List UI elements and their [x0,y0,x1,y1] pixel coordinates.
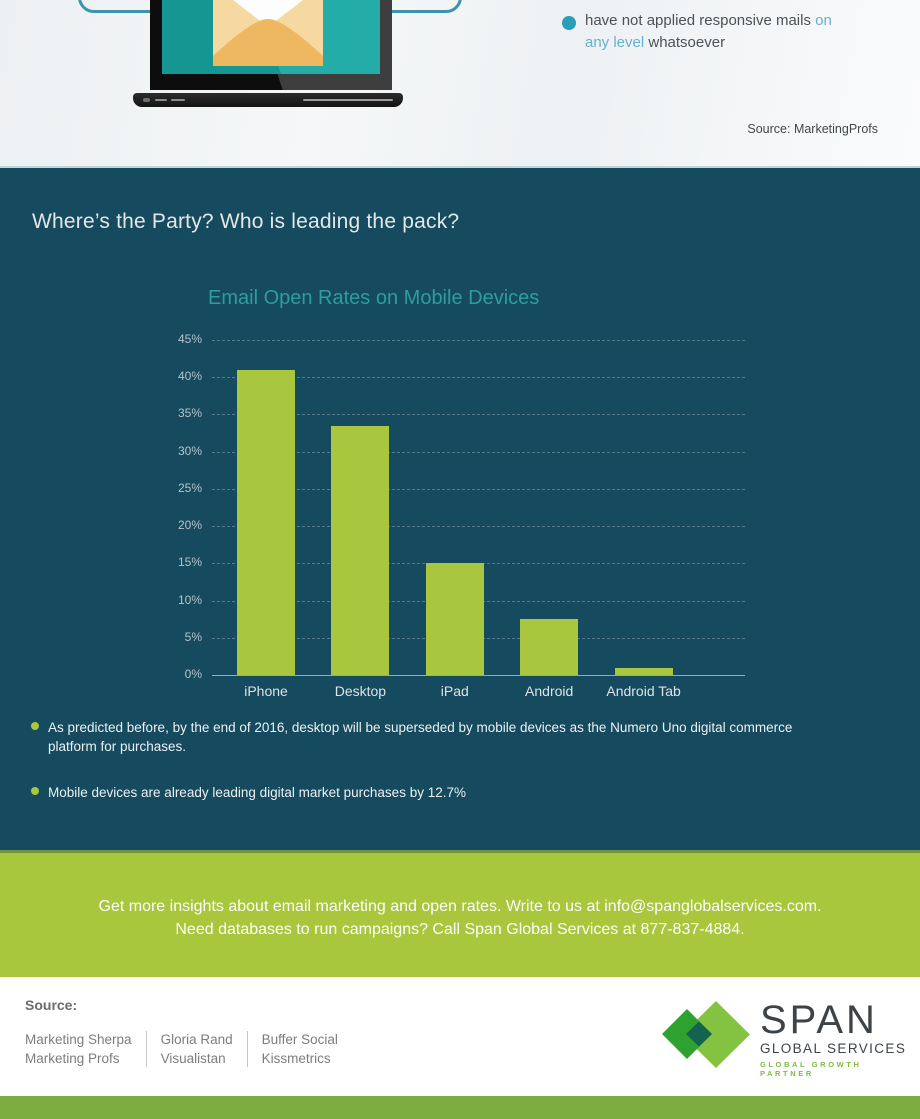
y-tick-label: 35% [177,406,202,421]
responsive-mails-note: have not applied responsive mails on any… [585,10,867,54]
banner-line-2: Need databases to run campaigns? Call Sp… [175,921,745,938]
x-axis-label: Desktop [334,683,387,699]
source-item: Marketing Profs [25,1051,120,1066]
chart-plot: 45% 40% 35% 30% 25% 20% 15% 10% 5% 0% iPhone Deskto… [178,332,745,699]
gridline [212,414,745,416]
gridline [212,340,745,341]
logo-subtitle: GLOBAL SERVICES [759,1041,907,1056]
bar-ipad [425,563,484,675]
note-highlight: any level [585,34,645,51]
insight-bullets: As predicted before, by the end of 2016,… [31,718,801,829]
chart-section: Where’s the Party? Who is leading the pa… [0,166,920,850]
divider [246,1031,248,1067]
y-tick-label: 20% [177,518,202,533]
chart-title: Email Open Rates on Mobile Devices [208,287,540,309]
banner-line-1: Get more insights about email marketing … [98,898,822,915]
y-tick-label: 5% [184,629,202,644]
logo-diamonds-icon [661,1001,750,1068]
y-tick-label: 40% [177,369,202,384]
source-column: Marketing Sherpa Marketing Profs [25,1030,132,1068]
sources-list: Marketing Sherpa Marketing Profs Gloria … [25,1030,338,1068]
source-item: Buffer Social [261,1032,338,1047]
laptop-base-vent [155,99,167,101]
logo-tagline: GLOBAL GROWTH PARTNER [759,1060,862,1078]
laptop-base-vent [171,99,185,101]
source-item: Marketing Sherpa [25,1032,132,1047]
bottom-bar [0,1096,920,1119]
source-column: Gloria Rand Visualistan [161,1030,233,1068]
laptop-base-groove [303,99,393,101]
y-tick-label: 45% [177,332,202,346]
x-axis-label: iPad [440,683,469,699]
y-tick-label: 0% [184,667,202,681]
bar-android [520,619,579,675]
list-item: As predicted before, by the end of 2016,… [31,718,801,756]
top-section: have not applied responsive mails on any… [0,0,920,166]
bullet-dot-icon [31,787,39,795]
source-item: Gloria Rand [160,1032,233,1047]
y-tick-label: 15% [177,555,202,570]
x-axis-baseline [212,675,745,676]
source-item: Kissmetrics [261,1051,331,1066]
sources-heading: Source: [25,997,78,1013]
bullet-text: As predicted before, by the end of 2016,… [48,720,793,754]
divider [145,1031,147,1067]
gridline [212,451,745,453]
note-bullet-icon [562,16,576,30]
gridline [212,488,745,490]
source-column: Buffer Social Kissmetrics [262,1030,338,1068]
logo-name: SPAN [759,998,878,1042]
note-text: have not applied responsive mails [585,12,811,29]
email-envelope-icon [213,0,323,66]
logo-text: SPAN GLOBAL SERVICES GLOBAL GROWTH PARTN… [759,998,920,1078]
bullet-text: Mobile devices are already leading digit… [48,785,466,800]
laptop-base [133,93,403,107]
footer: Source: Marketing Sherpa Marketing Profs… [0,977,920,1096]
y-tick-label: 30% [177,443,202,458]
bar-desktop [331,425,390,675]
span-global-services-logo: SPAN GLOBAL SERVICES GLOBAL GROWTH PARTN… [660,998,920,1078]
gridline [212,526,745,528]
source-item: Visualistan [160,1051,226,1066]
x-axis-label: Android [525,683,574,699]
laptop-base-button [143,98,150,102]
section-heading: Where’s the Party? Who is leading the pa… [32,210,460,233]
note-highlight: on [815,12,832,29]
list-item: Mobile devices are already leading digit… [31,783,801,802]
contact-banner: Get more insights about email marketing … [0,850,920,977]
x-axis-label: iPhone [244,683,288,699]
bar-android-tab [614,667,673,675]
y-tick-label: 10% [177,592,202,607]
x-axis-label: Android Tab [606,683,681,699]
bullet-dot-icon [31,722,39,730]
bar-iphone [237,369,295,675]
top-source-credit: Source: MarketingProfs [747,122,878,136]
gridline [212,377,745,379]
note-text: whatsoever [648,34,726,51]
y-tick-label: 25% [177,480,202,495]
